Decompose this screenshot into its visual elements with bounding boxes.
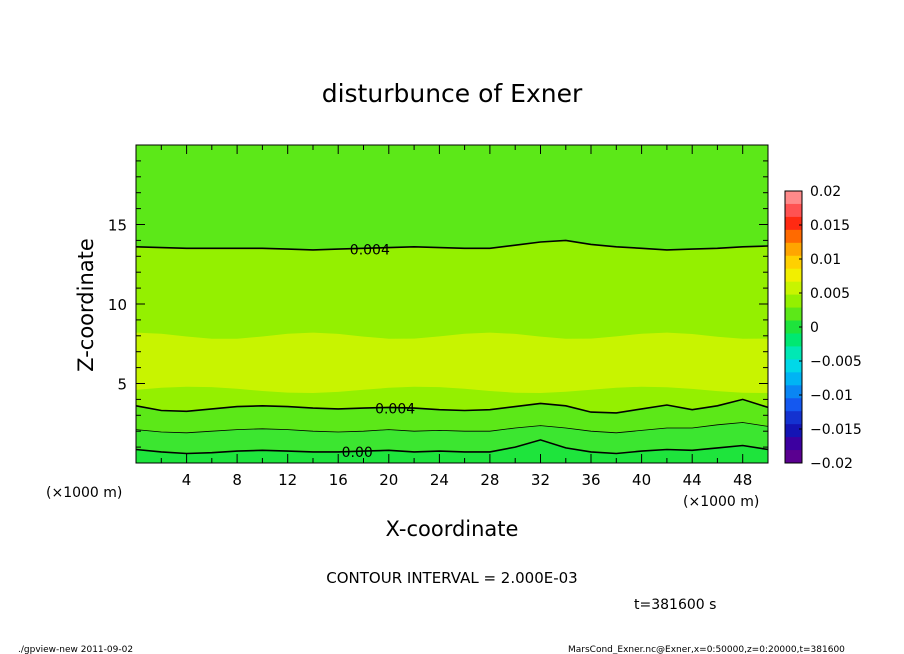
x-tick-label: 20: [379, 471, 398, 489]
colorbar-swatch: [785, 398, 802, 412]
y-tick-label: 15: [108, 217, 127, 235]
colorbar-swatch: [785, 424, 802, 438]
fill-band-core: [136, 332, 768, 393]
colorbar-swatch: [785, 372, 802, 386]
colorbar-swatch: [785, 268, 802, 283]
colorbar-swatch: [785, 294, 802, 309]
x-tick-label: 8: [232, 471, 242, 489]
colorbar-tick-label: −0.01: [810, 388, 853, 404]
contour-interval-text: CONTOUR INTERVAL = 2.000E-03: [326, 569, 577, 587]
colorbar-swatch: [785, 359, 802, 373]
colorbar-swatch: [785, 203, 802, 218]
contour-fill-bands: [136, 145, 768, 463]
colorbar-swatch: [785, 255, 802, 270]
x-tick-label: 28: [480, 471, 499, 489]
x-tick-label: 4: [182, 471, 192, 489]
contour-label: 0.004: [375, 401, 415, 417]
colorbar-swatch: [785, 346, 802, 360]
colorbar-swatch: [785, 229, 802, 244]
contour-line: [135, 422, 769, 434]
colorbar-tick-label: 0: [810, 320, 819, 336]
time-text: t=381600 s: [634, 597, 716, 613]
contour-line: [135, 439, 769, 455]
colorbar-swatch: [785, 411, 802, 425]
colorbar-swatch: [785, 307, 802, 322]
colorbar-swatch: [785, 437, 802, 451]
colorbar-tick-label: 0.01: [810, 252, 841, 268]
x-tick-label: 24: [430, 471, 449, 489]
colorbar-swatch: [785, 191, 802, 205]
footer-right: MarsCond_Exner.nc@Exner,x=0:50000,z=0:20…: [568, 645, 845, 654]
colorbar-swatch: [785, 450, 802, 464]
colorbar-swatch: [785, 216, 802, 231]
colorbar-tick-label: 0.02: [810, 184, 841, 200]
z-unit-label: (×1000 m): [46, 485, 122, 501]
colorbar-tick-label: 0.005: [810, 286, 850, 302]
chart-title: disturbunce of Exner: [322, 79, 583, 108]
colorbar-swatch: [785, 385, 802, 399]
x-tick-label: 48: [733, 471, 752, 489]
colorbar-swatch: [785, 320, 802, 334]
y-tick-label: 10: [108, 296, 127, 314]
colorbar-swatch: [785, 281, 802, 296]
x-tick-label: 44: [683, 471, 702, 489]
colorbar-tick-label: 0.015: [810, 218, 850, 234]
contour-label: 0.00: [342, 445, 373, 461]
contour-lines: 0.004 0.004 0.00: [135, 239, 769, 461]
colorbar-swatch: [785, 333, 802, 347]
x-tick-label: 36: [581, 471, 600, 489]
x-axis-label: X-coordinate: [386, 517, 519, 541]
colorbar-tick-label: −0.005: [810, 354, 862, 370]
contour-line: [135, 398, 769, 414]
x-tick-label: 32: [531, 471, 550, 489]
y-axis-label: Z-coordinate: [74, 238, 98, 372]
colorbar-swatch: [785, 242, 802, 257]
x-unit-label: (×1000 m): [683, 494, 759, 510]
x-tick-label: 16: [329, 471, 348, 489]
footer-left: ./gpview-new 2011-09-02: [18, 645, 133, 654]
contour-line: [135, 239, 769, 251]
colorbar-tick-label: −0.02: [810, 456, 853, 472]
x-tick-label: 12: [278, 471, 297, 489]
x-tick-label: 40: [632, 471, 651, 489]
colorbar-tick-label: −0.015: [810, 422, 862, 438]
colorbar: 0.02 0.015 0.01 0.005 0 −0.005 −0.01 −0.015 −0.0…: [784, 184, 862, 472]
contour-label: 0.004: [350, 242, 390, 258]
y-tick-label: 5: [117, 376, 127, 394]
fill-band-bottom: [136, 439, 768, 463]
